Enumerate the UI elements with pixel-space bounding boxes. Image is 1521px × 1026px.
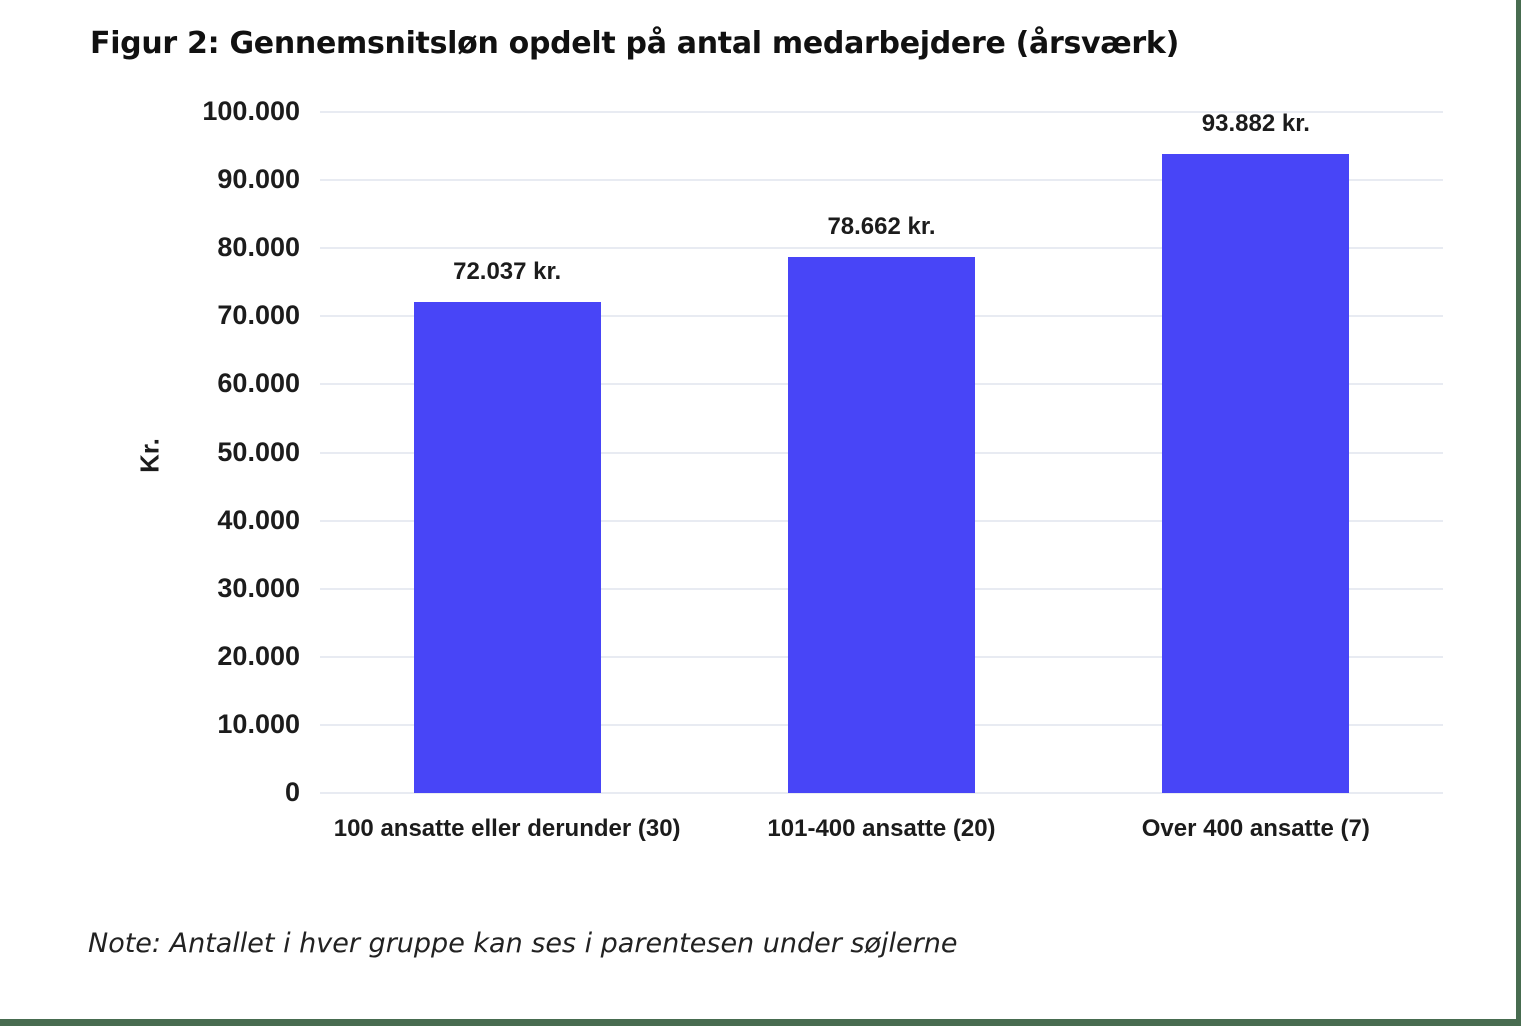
y-tick-label: 100.000 (202, 96, 300, 126)
y-tick-label: 10.000 (217, 708, 300, 739)
bar-value-label: 93.882 kr. (1201, 109, 1310, 137)
bar (413, 302, 601, 793)
gridline (320, 792, 1443, 794)
y-tick-label: 20.000 (217, 640, 300, 671)
gridline (320, 111, 1443, 113)
y-tick-label: 0 (284, 777, 300, 807)
gridline (320, 247, 1443, 250)
right-border (1516, 0, 1521, 1026)
bar (788, 257, 975, 793)
y-tick-label: 40.000 (217, 504, 300, 535)
y-tick-label: 90.000 (217, 164, 300, 195)
figure-title: Figur 2: Gennemsnitsløn opdelt på antal … (90, 26, 1179, 61)
y-tick-label: 80.000 (217, 232, 300, 263)
plot-area (320, 111, 1443, 794)
bottom-border (0, 1019, 1521, 1026)
gridline (320, 179, 1443, 182)
bar-value-label: 72.037 kr. (453, 258, 562, 286)
x-category-label: 101-400 ansatte (20) (767, 815, 996, 842)
figure-note: Note: Antallet i hver gruppe kan ses i p… (88, 928, 958, 959)
x-category-label: 100 ansatte eller derunder (30) (333, 815, 681, 842)
y-tick-label: 60.000 (217, 368, 300, 399)
bar (1162, 153, 1350, 793)
y-tick-label: 50.000 (217, 436, 300, 467)
y-tick-label: 70.000 (217, 300, 300, 331)
bar-value-label: 78.662 kr. (827, 213, 936, 241)
y-tick-label: 30.000 (217, 572, 300, 603)
x-category-label: Over 400 ansatte (7) (1141, 815, 1370, 842)
